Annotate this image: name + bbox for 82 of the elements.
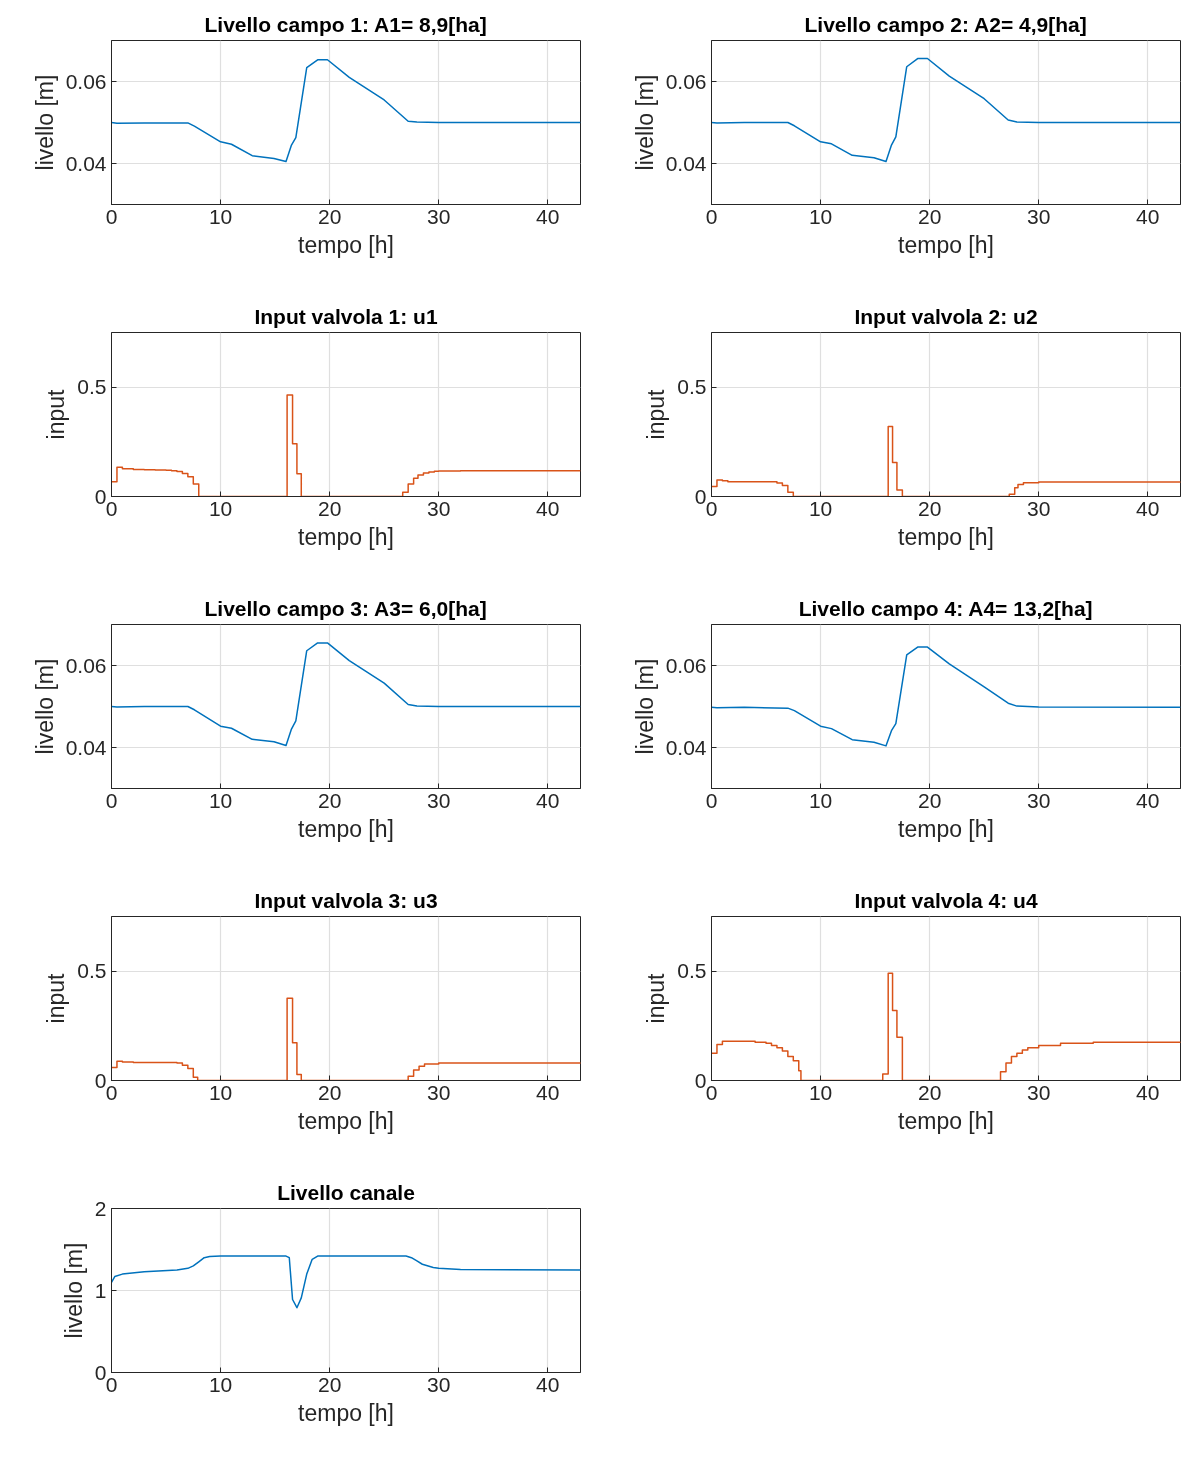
y-tick-label: 2 bbox=[94, 1196, 107, 1220]
chart-title: Livello campo 3: A3= 6,0[ha] bbox=[204, 596, 487, 620]
y-tick-label: 0.5 bbox=[677, 375, 707, 399]
x-tick-label: 10 bbox=[208, 496, 233, 520]
x-tick-label: 20 bbox=[917, 1080, 942, 1104]
y-tick-label: 0.04 bbox=[665, 735, 707, 759]
x-tick-label: 20 bbox=[917, 496, 942, 520]
y-axis-title: livello [m] bbox=[631, 658, 658, 755]
x-tick-label: 20 bbox=[917, 788, 942, 812]
chart-title: Input valvola 2: u2 bbox=[854, 304, 1038, 328]
y-tick-label: 0.06 bbox=[65, 69, 107, 93]
x-axis-title: tempo [h] bbox=[298, 231, 394, 258]
y-axis-title: input bbox=[643, 388, 670, 440]
x-tick-label: 10 bbox=[808, 1080, 833, 1104]
chart-title: Livello campo 1: A1= 8,9[ha] bbox=[204, 12, 487, 36]
y-tick-label: 0.06 bbox=[665, 653, 707, 677]
y-tick-label: 0.5 bbox=[677, 959, 707, 983]
x-tick-label: 40 bbox=[1136, 1080, 1160, 1104]
chart-title: Livello campo 4: A4= 13,2[ha] bbox=[798, 596, 1093, 620]
x-tick-label: 30 bbox=[427, 204, 451, 228]
x-tick-label: 30 bbox=[427, 788, 451, 812]
x-axis-title: tempo [h] bbox=[898, 231, 994, 258]
x-tick-label: 10 bbox=[808, 788, 833, 812]
x-tick-label: 40 bbox=[1136, 788, 1160, 812]
x-axis-title: tempo [h] bbox=[898, 523, 994, 550]
x-tick-label: 10 bbox=[208, 1080, 233, 1104]
x-tick-label: 40 bbox=[1136, 204, 1160, 228]
x-tick-label: 20 bbox=[317, 1080, 342, 1104]
x-tick-label: 40 bbox=[536, 1080, 560, 1104]
x-tick-label: 10 bbox=[808, 204, 833, 228]
line-series bbox=[111, 59, 581, 163]
x-tick-label: 30 bbox=[1027, 204, 1051, 228]
x-tick-label: 40 bbox=[536, 496, 560, 520]
line-series bbox=[711, 57, 1181, 163]
x-axis-title: tempo [h] bbox=[298, 815, 394, 842]
x-tick-label: 40 bbox=[536, 788, 560, 812]
x-tick-label: 30 bbox=[1027, 788, 1051, 812]
x-tick-label: 40 bbox=[1136, 496, 1160, 520]
x-tick-label: 30 bbox=[1027, 496, 1051, 520]
x-tick-label: 10 bbox=[808, 496, 833, 520]
x-tick-label: 20 bbox=[317, 788, 342, 812]
x-tick-label: 20 bbox=[317, 204, 342, 228]
x-tick-label: 20 bbox=[317, 1372, 342, 1396]
y-axis-title: input bbox=[43, 972, 70, 1024]
x-axis-title: tempo [h] bbox=[298, 523, 394, 550]
y-tick-label: 0.06 bbox=[65, 653, 107, 677]
x-tick-label: 10 bbox=[208, 204, 233, 228]
x-axis-title: tempo [h] bbox=[298, 1399, 394, 1426]
y-axis-title: input bbox=[643, 972, 670, 1024]
x-tick-label: 30 bbox=[427, 496, 451, 520]
chart-title: Livello campo 2: A2= 4,9[ha] bbox=[804, 12, 1087, 36]
y-tick-label: 0.04 bbox=[665, 151, 707, 175]
y-axis-title: livello [m] bbox=[60, 1242, 87, 1339]
x-tick-label: 20 bbox=[317, 496, 342, 520]
y-tick-label: 1 bbox=[94, 1278, 107, 1302]
line-series bbox=[111, 1255, 581, 1309]
x-axis-title: tempo [h] bbox=[898, 1107, 994, 1134]
x-axis-title: tempo [h] bbox=[898, 815, 994, 842]
chart-title: Livello canale bbox=[277, 1180, 415, 1204]
x-tick-label: 40 bbox=[536, 204, 560, 228]
y-tick-label: 0.5 bbox=[77, 959, 107, 983]
x-tick-label: 30 bbox=[1027, 1080, 1051, 1104]
y-axis-title: livello [m] bbox=[631, 74, 658, 171]
y-tick-label: 0.5 bbox=[77, 375, 107, 399]
x-tick-label: 30 bbox=[427, 1372, 451, 1396]
x-tick-label: 10 bbox=[208, 1372, 233, 1396]
y-axis-title: livello [m] bbox=[31, 74, 58, 171]
line-series bbox=[711, 646, 1181, 747]
y-tick-label: 0.06 bbox=[665, 69, 707, 93]
y-tick-label: 0.04 bbox=[65, 735, 107, 759]
y-tick-label: 0.04 bbox=[65, 151, 107, 175]
line-series bbox=[111, 642, 581, 747]
x-axis-title: tempo [h] bbox=[298, 1107, 394, 1134]
y-axis-title: livello [m] bbox=[31, 658, 58, 755]
chart-title: Input valvola 1: u1 bbox=[254, 304, 438, 328]
chart-title: Input valvola 3: u3 bbox=[254, 888, 438, 912]
y-axis-title: input bbox=[43, 388, 70, 440]
x-tick-label: 20 bbox=[917, 204, 942, 228]
x-tick-label: 40 bbox=[536, 1372, 560, 1396]
x-tick-label: 30 bbox=[427, 1080, 451, 1104]
chart-title: Input valvola 4: u4 bbox=[854, 888, 1038, 912]
x-tick-label: 10 bbox=[208, 788, 233, 812]
